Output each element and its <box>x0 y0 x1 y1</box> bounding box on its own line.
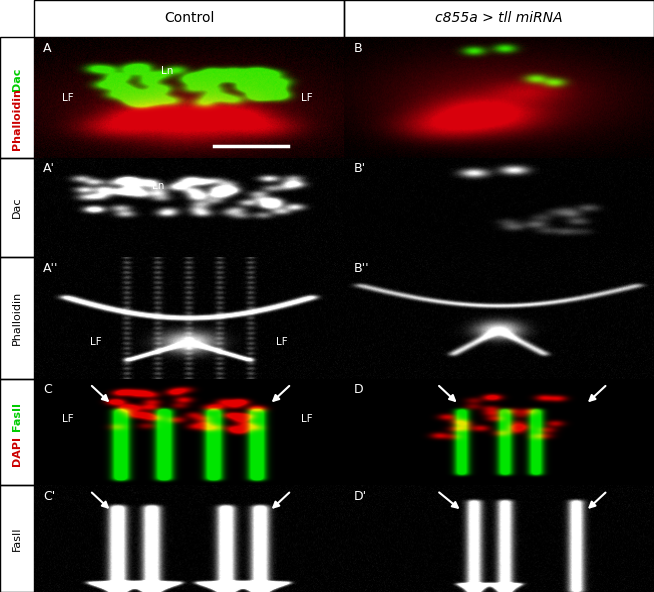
Text: D: D <box>353 383 363 396</box>
Text: C: C <box>43 383 52 396</box>
Text: B'': B'' <box>353 262 369 275</box>
Text: c855a > tll miRNA: c855a > tll miRNA <box>435 11 563 25</box>
Text: Ln: Ln <box>152 181 164 191</box>
Text: A'': A'' <box>43 262 59 275</box>
Text: A': A' <box>43 162 56 175</box>
Text: B: B <box>353 41 362 54</box>
Text: DAPI: DAPI <box>12 436 22 466</box>
Text: LF: LF <box>301 414 313 424</box>
Text: Phalloidin: Phalloidin <box>12 291 22 345</box>
Text: D': D' <box>353 490 366 503</box>
Text: FasII: FasII <box>12 401 22 430</box>
Text: A: A <box>43 41 52 54</box>
Text: Ln: Ln <box>161 66 173 76</box>
Text: C': C' <box>43 490 56 503</box>
Text: LF: LF <box>276 337 288 347</box>
Text: B': B' <box>353 162 366 175</box>
Text: LF: LF <box>301 92 313 102</box>
Text: Dac: Dac <box>12 197 22 218</box>
Text: FasII: FasII <box>12 526 22 551</box>
Text: Control: Control <box>164 11 215 25</box>
Text: Phalloidin: Phalloidin <box>12 89 22 150</box>
Text: LF: LF <box>62 92 74 102</box>
Text: LF: LF <box>62 414 74 424</box>
Text: Dac: Dac <box>12 67 22 91</box>
Text: LF: LF <box>90 337 102 347</box>
